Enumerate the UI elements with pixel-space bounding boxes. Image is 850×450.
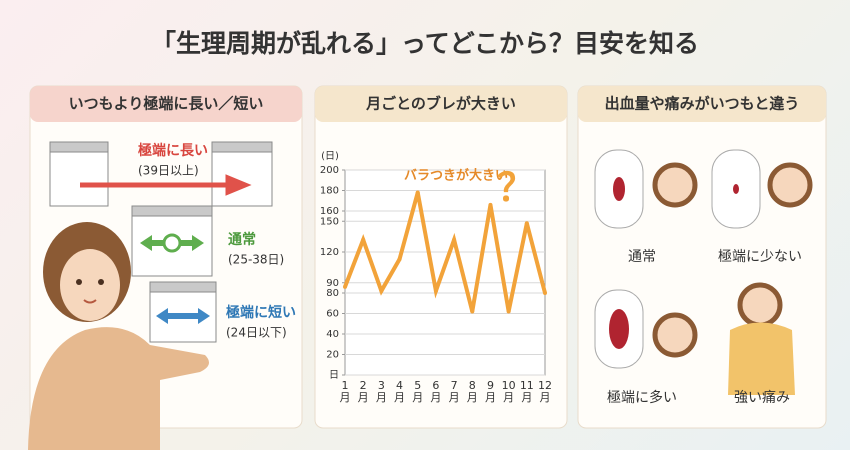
y-tick-label: 200 — [320, 165, 339, 176]
x-tick-label: 1月 — [339, 379, 351, 404]
label: 極端に少ない — [718, 249, 802, 265]
label-note: (24日以下) — [226, 326, 287, 340]
x-tick-label: 3月 — [375, 379, 387, 404]
plot-area — [344, 169, 546, 376]
x-tick-label: 12月 — [538, 379, 552, 404]
x-tick-label: 4月 — [394, 379, 406, 404]
x-tick-label: 5月 — [412, 379, 424, 404]
label-note: (25-38日) — [228, 253, 284, 267]
normal-marker — [162, 233, 182, 253]
panel-heading: いつもより極端に長い／短い — [69, 95, 264, 113]
data-point — [543, 291, 547, 295]
y-tick-label: 60 — [326, 309, 339, 320]
y-tick-label: 160 — [320, 206, 339, 217]
panel-header — [315, 86, 567, 122]
panel-heading: 出血量や痛みがいつもと違う — [605, 95, 800, 113]
data-point — [488, 202, 493, 207]
page-title: 「生理周期が乱れる」ってどこから？目安を知る — [151, 29, 699, 58]
x-tick-label: 6月 — [430, 379, 442, 404]
x-tick-label: 11月 — [519, 379, 534, 404]
data-point — [506, 309, 511, 314]
data-point — [343, 284, 347, 289]
label: 強い痛み — [734, 389, 790, 406]
data-point — [379, 288, 384, 293]
y-tick-label: 180 — [320, 186, 339, 197]
x-tick-label: 8月 — [466, 379, 478, 404]
y-tick-label: 20 — [326, 350, 339, 361]
short-arrow — [156, 308, 210, 324]
label: 通常 — [228, 231, 256, 248]
data-point — [415, 190, 420, 195]
pad-illustrations — [594, 149, 761, 369]
data-point — [361, 237, 366, 242]
y-tick-label: 80 — [326, 288, 339, 299]
data-point — [397, 257, 402, 262]
long-arrow — [80, 174, 252, 196]
y-axis-label: (日) — [321, 151, 339, 162]
x-tick-label: 10月 — [501, 379, 516, 404]
woman-illustration — [28, 222, 209, 450]
label: 極端に長い — [138, 142, 208, 159]
annotation-mark: ？ — [497, 166, 535, 210]
y-tick-label: 150 — [320, 216, 339, 227]
panel-header — [30, 86, 302, 122]
chart-title: 月ごとのブレが大きい — [365, 95, 516, 113]
y-tick-label: 120 — [320, 247, 339, 258]
y-tick-label: 日 — [329, 370, 339, 381]
y-tick-label: 90 — [326, 278, 339, 289]
x-tick-label: 2月 — [357, 379, 369, 404]
data-point — [452, 237, 457, 242]
panel-header — [578, 86, 826, 122]
face-illustrations — [652, 162, 813, 358]
label: 通常 — [628, 249, 656, 265]
x-tick-label: 7月 — [448, 379, 460, 404]
annotation: バラつきが大きい — [404, 168, 508, 184]
label: 極端に短い — [226, 304, 296, 321]
x-tick-label: 9月 — [484, 379, 496, 404]
y-tick-label: 40 — [326, 329, 339, 340]
label-note: (39日以上) — [138, 164, 199, 178]
data-line — [343, 192, 547, 312]
data-point — [524, 221, 529, 226]
label: 極端に多い — [607, 389, 677, 406]
body-illustration — [728, 322, 795, 395]
data-point — [470, 309, 475, 314]
data-point — [433, 288, 438, 293]
calendars — [49, 141, 273, 343]
